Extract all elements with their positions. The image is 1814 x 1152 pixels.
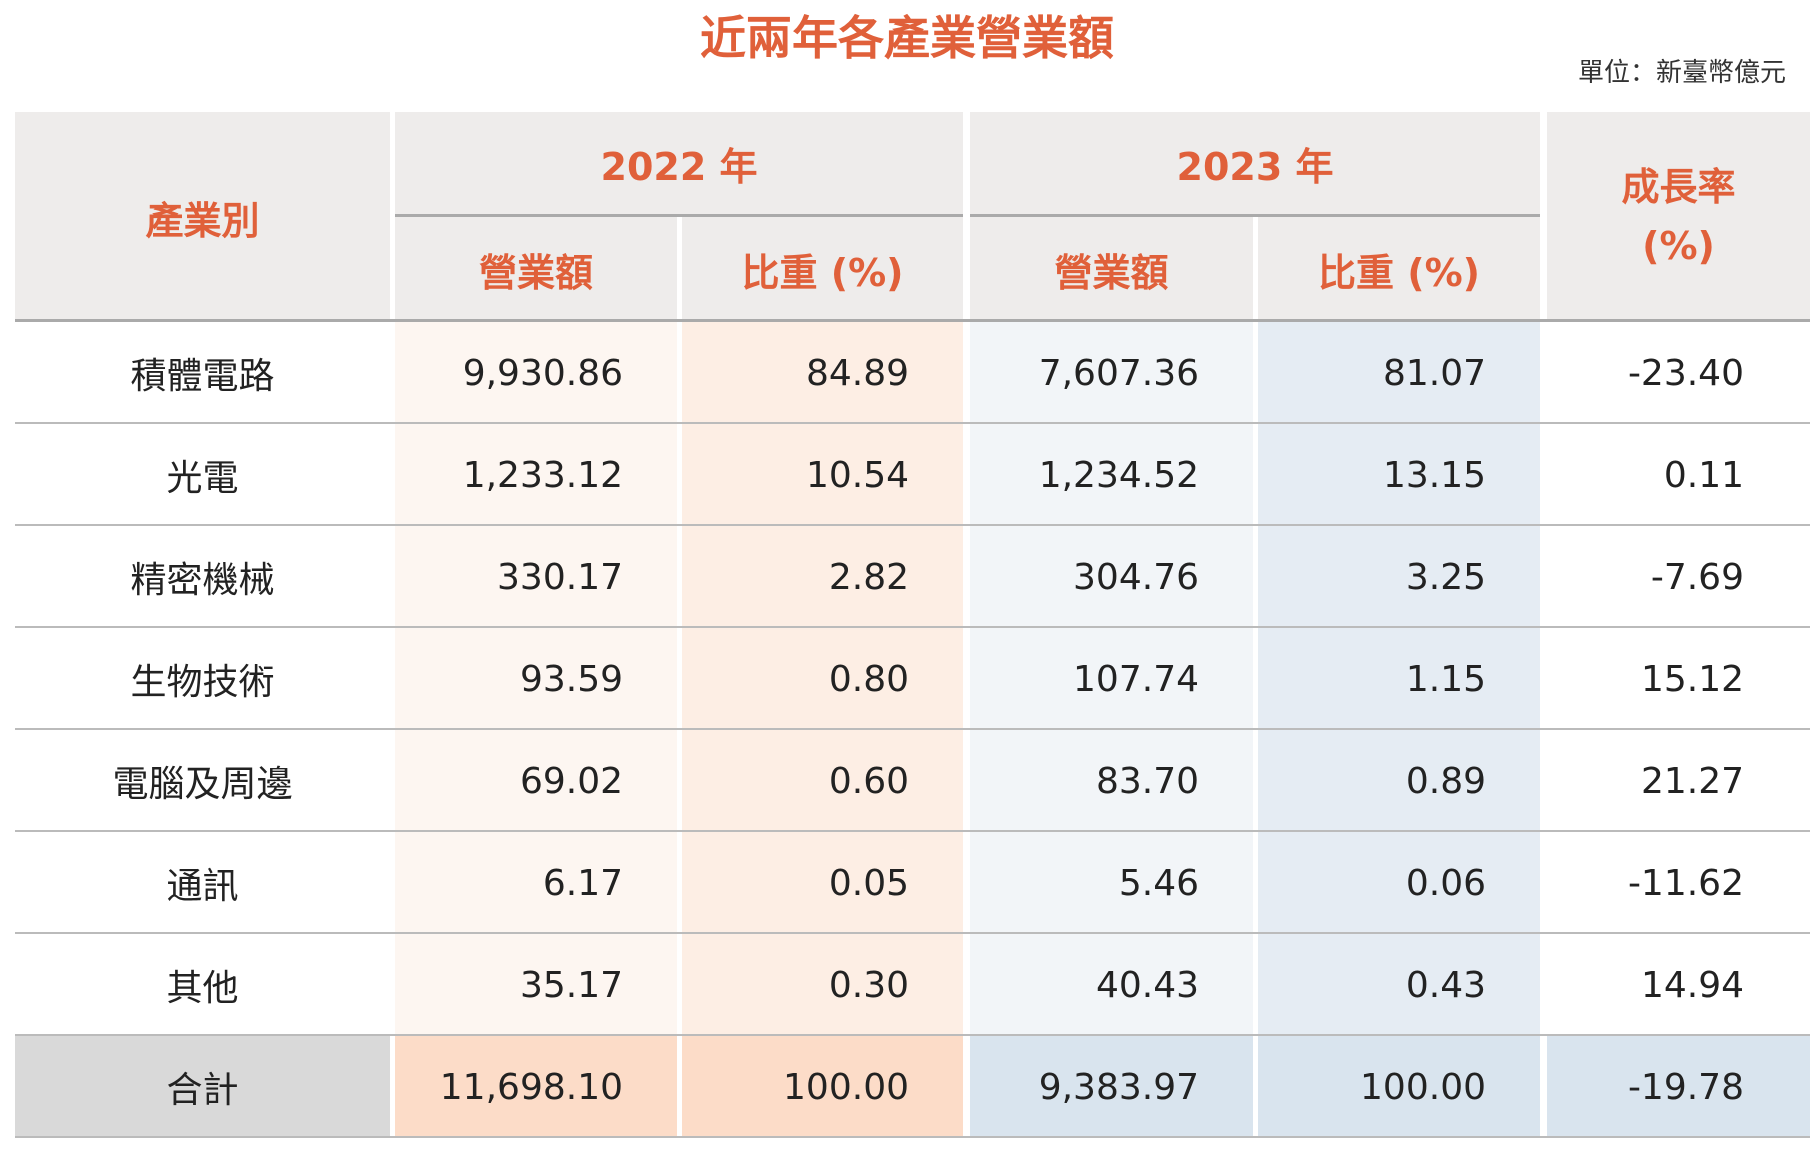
table-cell: 1,234.52 [970, 424, 1253, 526]
header-industry: 產業別 [15, 112, 390, 322]
row-line [15, 932, 1810, 934]
table-cell: 其他 [15, 934, 390, 1036]
table-cell: 電腦及周邊 [15, 730, 390, 832]
row-line [15, 524, 1810, 526]
header-growth: 成長率 (%) [1547, 112, 1810, 322]
table-cell: 0.89 [1258, 730, 1540, 832]
table-cell: 10.54 [682, 424, 963, 526]
table-cell: 7,607.36 [970, 322, 1253, 424]
header-sub: 比重 (%) [682, 217, 963, 322]
header-growth-line: 成長率 [1621, 165, 1736, 210]
table-cell: 3.25 [1258, 526, 1540, 628]
table-cell: 0.30 [682, 934, 963, 1036]
row-line [15, 728, 1810, 730]
header-year: 2022 年 [395, 112, 963, 214]
table-cell: 13.15 [1258, 424, 1540, 526]
table-cell: 生物技術 [15, 628, 390, 730]
row-line [15, 626, 1810, 628]
row-line [15, 1136, 1810, 1138]
header-bottom-line [15, 319, 1810, 322]
table-cell: 0.11 [1547, 424, 1810, 526]
title: 近兩年各產業營業額 [700, 11, 1114, 65]
table-cell: 2.82 [682, 526, 963, 628]
table-cell: 精密機械 [15, 526, 390, 628]
table-cell: 15.12 [1547, 628, 1810, 730]
table-cell: 光電 [15, 424, 390, 526]
table-cell: 1,233.12 [395, 424, 677, 526]
total-cell: 9,383.97 [970, 1036, 1253, 1138]
table-cell: 21.27 [1547, 730, 1810, 832]
table-cell: 14.94 [1547, 934, 1810, 1036]
row-line [15, 422, 1810, 424]
table-cell: 0.05 [682, 832, 963, 934]
header-year: 2023 年 [970, 112, 1540, 214]
table-cell: 1.15 [1258, 628, 1540, 730]
total-cell: 合計 [15, 1036, 390, 1138]
header-sub: 營業額 [970, 217, 1253, 322]
header-growth-line: (%) [1642, 224, 1715, 268]
table-cell: -11.62 [1547, 832, 1810, 934]
table-cell: -7.69 [1547, 526, 1810, 628]
table-cell: 69.02 [395, 730, 677, 832]
table-cell: 83.70 [970, 730, 1253, 832]
table-cell: 40.43 [970, 934, 1253, 1036]
table-cell: 9,930.86 [395, 322, 677, 424]
header-sub: 營業額 [395, 217, 677, 322]
table-cell: 304.76 [970, 526, 1253, 628]
table-cell: 84.89 [682, 322, 963, 424]
table-cell: 6.17 [395, 832, 677, 934]
header-sub: 比重 (%) [1258, 217, 1540, 322]
total-cell: 11,698.10 [395, 1036, 677, 1138]
total-cell: 100.00 [1258, 1036, 1540, 1138]
header-divider [395, 214, 963, 217]
table-cell: -23.40 [1547, 322, 1810, 424]
table-cell: 93.59 [395, 628, 677, 730]
table-cell: 35.17 [395, 934, 677, 1036]
table-cell: 0.43 [1258, 934, 1540, 1036]
table-cell: 積體電路 [15, 322, 390, 424]
total-cell: 100.00 [682, 1036, 963, 1138]
total-cell: -19.78 [1547, 1036, 1810, 1138]
row-line [15, 830, 1810, 832]
table-cell: 0.80 [682, 628, 963, 730]
table-cell: 0.06 [1258, 832, 1540, 934]
row-line [15, 1034, 1810, 1036]
table-cell: 107.74 [970, 628, 1253, 730]
table-cell: 330.17 [395, 526, 677, 628]
unit: 單位：新臺幣億元 [1577, 57, 1786, 88]
table-cell: 通訊 [15, 832, 390, 934]
header-divider [970, 214, 1540, 217]
table-cell: 5.46 [970, 832, 1253, 934]
table-cell: 0.60 [682, 730, 963, 832]
table-cell: 81.07 [1258, 322, 1540, 424]
